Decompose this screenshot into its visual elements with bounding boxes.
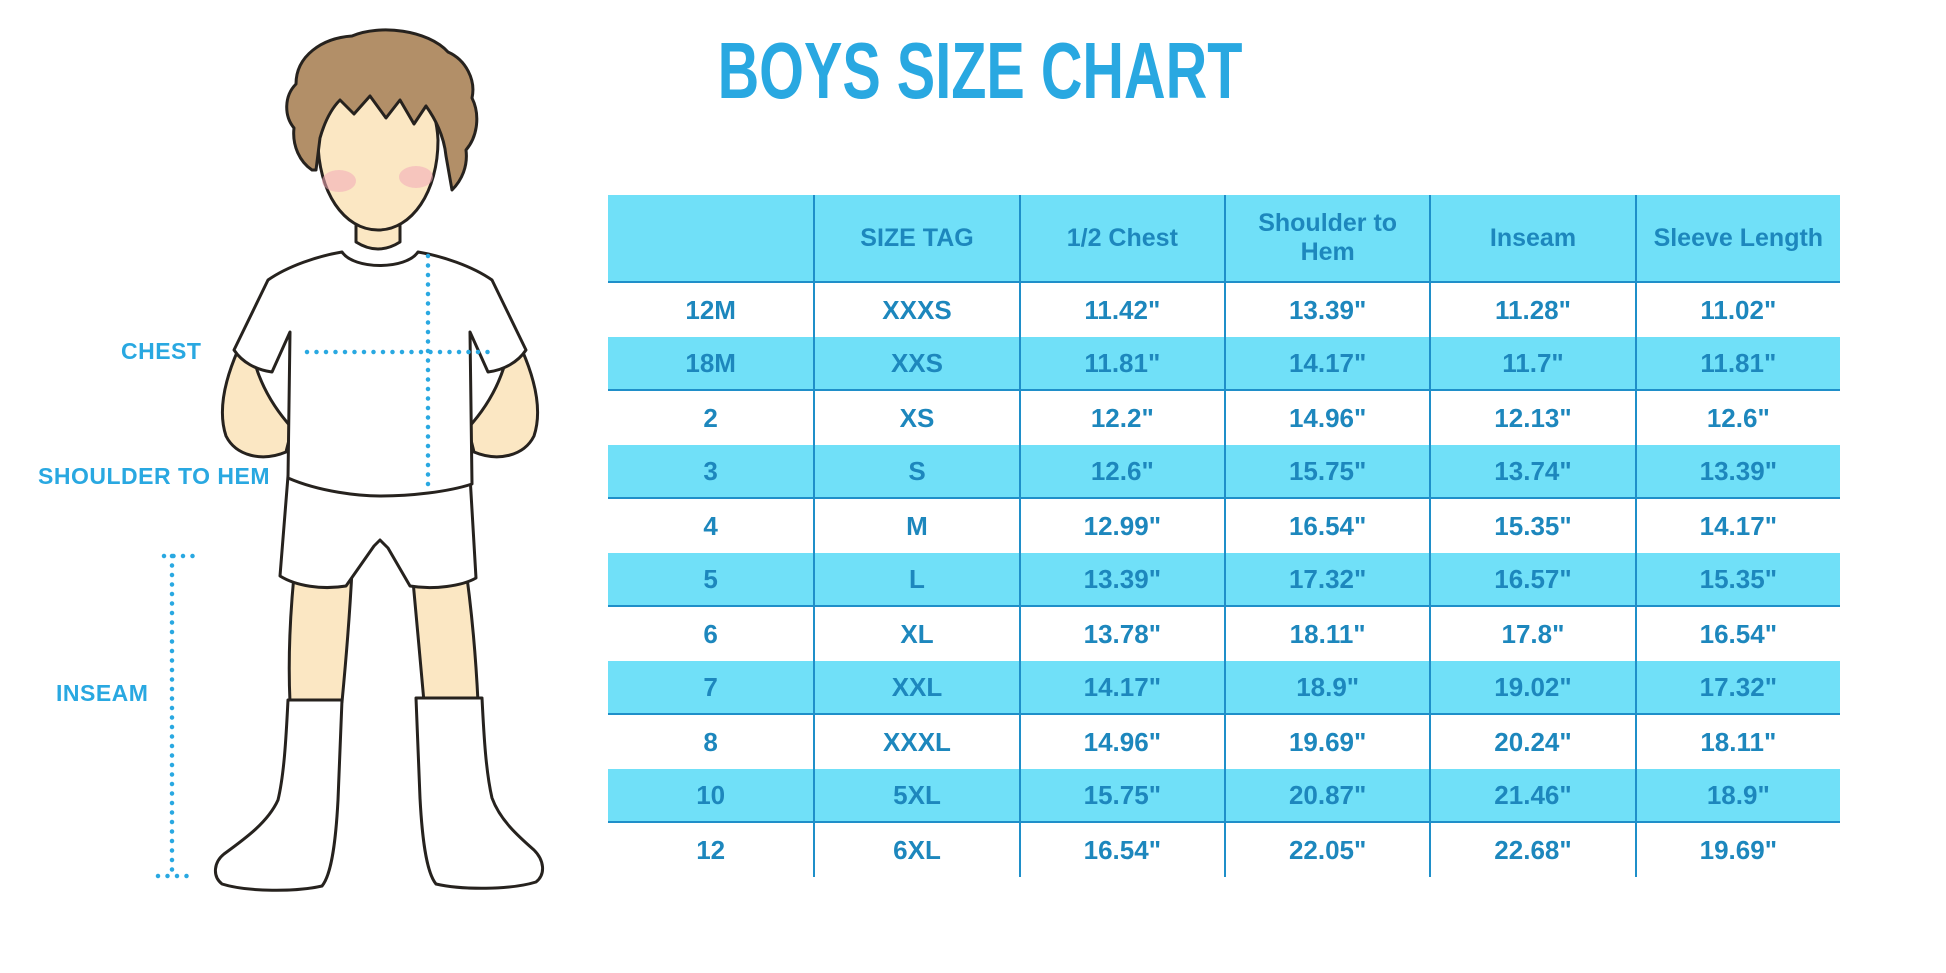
- table-cell: 11.02": [1634, 283, 1840, 337]
- table-cell: 17.32": [1223, 553, 1430, 607]
- row-size-label: 3: [608, 445, 814, 499]
- row-size-label: 10: [608, 769, 814, 823]
- table-cell: XXL: [813, 661, 1019, 715]
- table-cell: 15.35": [1429, 499, 1634, 553]
- blush-left: [322, 170, 356, 192]
- column-header: Shoulder to Hem: [1223, 195, 1430, 283]
- table-cell: 16.54": [1634, 607, 1840, 661]
- table-cell: 14.96": [1223, 391, 1429, 445]
- column-header: [608, 195, 814, 283]
- row-size-label: 5: [608, 553, 814, 607]
- table-cell: 12.6": [1634, 391, 1840, 445]
- table-cell: 18.11": [1634, 715, 1840, 769]
- table-cell: 12.13": [1429, 391, 1634, 445]
- table-cell: 14.17": [1018, 661, 1224, 715]
- table-cell: 14.17": [1634, 499, 1840, 553]
- table-cell: 16.54": [1223, 499, 1429, 553]
- row-size-label: 7: [608, 661, 814, 715]
- table-cell: 22.05": [1223, 823, 1429, 877]
- table-cell: 20.87": [1223, 769, 1430, 823]
- row-size-label: 6: [703, 618, 718, 649]
- table-cell: 18.9": [1223, 661, 1430, 715]
- column-header: Sleeve Length: [1634, 195, 1840, 283]
- table-cell: 19.69": [1223, 715, 1429, 769]
- table-cell: 5XL: [813, 769, 1019, 823]
- shirt-shape: [232, 250, 528, 498]
- table-cell: 17.8": [1429, 607, 1634, 661]
- table-cell: 15.35": [1634, 553, 1840, 607]
- shorts-shape: [278, 474, 478, 590]
- blush-right: [399, 166, 433, 188]
- column-header: 1/2 Chest: [1018, 195, 1224, 283]
- row-size-label: 18M: [608, 337, 814, 391]
- inseam-label: INSEAM: [56, 680, 149, 706]
- row-size-label: 4: [703, 510, 718, 541]
- table-cell: 19.02": [1429, 661, 1635, 715]
- table-cell: 11.7": [1429, 337, 1635, 391]
- table-cell: 17.32": [1634, 661, 1840, 715]
- table-cell: 13.39": [1018, 553, 1224, 607]
- inseam-measure-line: [155, 553, 205, 879]
- table-cell: 19.69": [1634, 823, 1840, 877]
- row-size-label: 12M: [685, 294, 736, 325]
- boy-illustration: [0, 0, 560, 973]
- table-cell: 11.81": [1634, 337, 1840, 391]
- table-cell: 13.39": [1634, 445, 1840, 499]
- row-size-label: 8: [703, 726, 718, 757]
- size-table: SIZE TAG 1/2 Chest Shoulder to Hem Inseam Sl…: [608, 195, 1840, 877]
- table-cell: XXXS: [813, 283, 1018, 337]
- row-size-label: 2: [703, 402, 718, 433]
- table-cell: 14.17": [1223, 337, 1430, 391]
- row-size-label: 12: [696, 834, 726, 865]
- table-cell: XXXL: [813, 715, 1018, 769]
- column-header: Inseam: [1429, 195, 1635, 283]
- table-cell: 22.68": [1429, 823, 1634, 877]
- table-cell: 13.74": [1429, 445, 1635, 499]
- table-cell: 13.39": [1223, 283, 1429, 337]
- table-cell: XL: [813, 607, 1018, 661]
- page-title: BOYS SIZE CHART: [717, 26, 1243, 115]
- table-cell: 14.96": [1018, 715, 1224, 769]
- table-cell: 18.11": [1223, 607, 1429, 661]
- table-cell: 15.75": [1018, 769, 1224, 823]
- table-cell: S: [813, 445, 1019, 499]
- table-cell: 11.81": [1018, 337, 1224, 391]
- right-arm-shape: [466, 348, 540, 459]
- table-cell: XXS: [813, 337, 1019, 391]
- table-cell: 16.57": [1429, 553, 1635, 607]
- table-cell: 12.99": [1018, 499, 1224, 553]
- table-cell: 12.2": [1018, 391, 1224, 445]
- table-cell: 11.42": [1018, 283, 1224, 337]
- table-cell: 12.6": [1018, 445, 1224, 499]
- table-cell: 13.78": [1018, 607, 1224, 661]
- left-arm-shape: [220, 348, 294, 459]
- table-cell: 16.54": [1018, 823, 1224, 877]
- left-sock-shape: [214, 698, 344, 892]
- right-sock-shape: [414, 696, 544, 890]
- chest-label: CHEST: [121, 338, 202, 364]
- table-cell: 20.24": [1429, 715, 1634, 769]
- table-cell: 6XL: [813, 823, 1018, 877]
- table-cell: M: [813, 499, 1018, 553]
- table-cell: 15.75": [1223, 445, 1430, 499]
- table-cell: 11.28": [1429, 283, 1634, 337]
- table-cell: 18.9": [1634, 769, 1840, 823]
- table-cell: 21.46": [1429, 769, 1635, 823]
- shoulder-to-hem-label: SHOULDER TO HEM: [38, 463, 270, 489]
- table-cell: XS: [813, 391, 1018, 445]
- boy-illustration-svg: [155, 28, 544, 892]
- column-header: SIZE TAG: [813, 195, 1019, 283]
- table-cell: L: [813, 553, 1019, 607]
- hair-shape: [285, 28, 479, 192]
